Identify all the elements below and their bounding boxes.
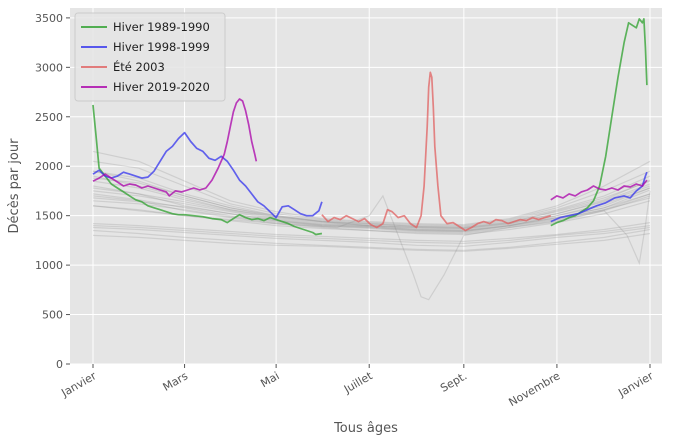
background-year-line — [92, 175, 651, 230]
background-year-line — [92, 189, 651, 232]
background-year-line — [92, 195, 651, 235]
background-year-line — [92, 225, 651, 245]
series-line — [550, 18, 648, 227]
background-year-line — [92, 177, 651, 229]
background-year-line — [92, 150, 651, 226]
background-year-line — [92, 222, 651, 243]
background-year-line — [92, 180, 651, 230]
y-axis-label: Décès par jour — [7, 138, 22, 234]
y-tick-label: 2500 — [35, 111, 63, 124]
highlighted-series — [92, 18, 648, 236]
y-tick-label: 2000 — [35, 160, 63, 173]
legend-label: Été 2003 — [113, 59, 165, 74]
background-year-line — [92, 185, 651, 233]
x-tick-label: Janvier — [615, 369, 656, 400]
series-line — [92, 104, 323, 236]
legend-label: Hiver 2019-2020 — [113, 80, 210, 94]
legend: Hiver 1989-1990 Hiver 1998-1999 Été 2003 Hi… — [74, 12, 226, 102]
y-tick-label: 1000 — [35, 259, 63, 272]
x-axis-label: Tous âges — [333, 421, 398, 436]
series-line — [92, 98, 258, 197]
x-tick-label: Janvier — [58, 369, 99, 400]
y-axis: 0 500 1000 1500 2000 2500 3000 3500 — [35, 12, 70, 371]
x-tick-label: Mai — [258, 369, 281, 390]
y-tick-label: 1500 — [35, 210, 63, 223]
background-year-line — [92, 187, 651, 231]
y-tick-label: 3000 — [35, 61, 63, 74]
background-year-line — [92, 193, 651, 232]
series-line — [550, 179, 648, 201]
series-line — [550, 171, 648, 223]
x-axis: Janvier Mars Mai Juillet Sept. Novembre Janvie… — [58, 364, 656, 409]
x-tick-label: Juillet — [341, 369, 375, 396]
legend-label: Hiver 1998-1999 — [113, 40, 210, 54]
x-tick-label: Novembre — [507, 369, 563, 409]
y-tick-label: 3500 — [35, 12, 63, 25]
legend-box — [74, 12, 226, 102]
series-line — [92, 131, 323, 219]
x-tick-label: Sept. — [438, 369, 469, 395]
background-year-line — [92, 232, 651, 252]
background-year-line — [92, 228, 651, 251]
y-tick-label: 500 — [42, 309, 63, 322]
background-year-line — [92, 226, 651, 247]
y-tick-label: 0 — [56, 358, 63, 371]
x-tick-label: Mars — [161, 369, 191, 394]
background-year-line — [92, 190, 651, 301]
legend-label: Hiver 1989-1990 — [113, 20, 210, 34]
series-line — [321, 71, 552, 232]
